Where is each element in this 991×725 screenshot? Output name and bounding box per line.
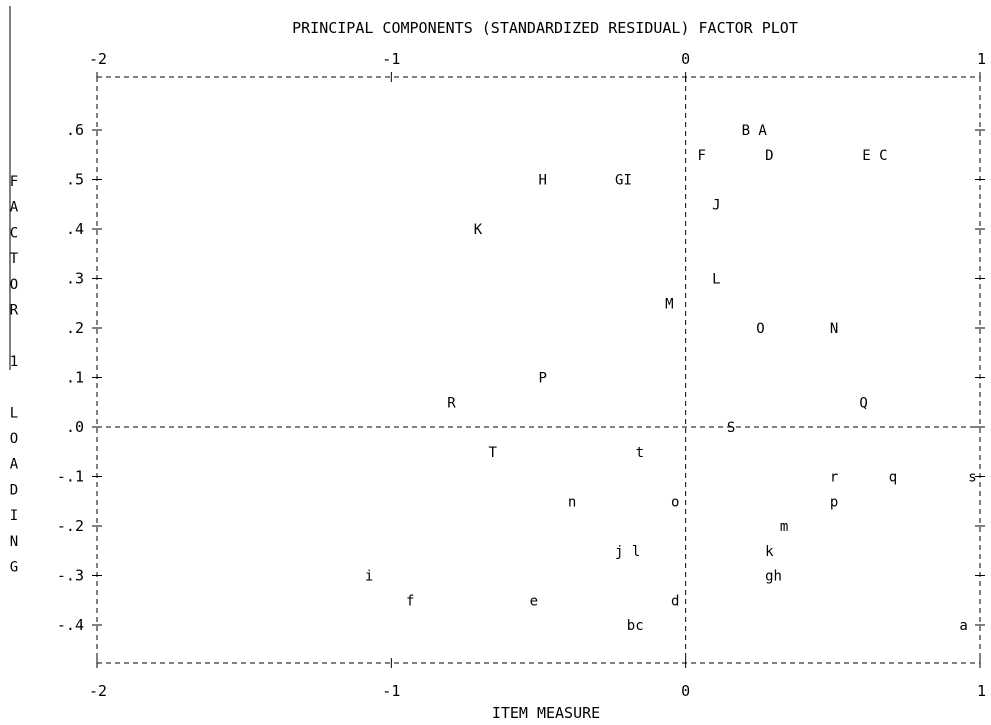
data-point: H — [539, 173, 547, 189]
data-point: t — [636, 445, 644, 461]
y-tick-label: -.1 — [57, 468, 84, 486]
data-point: d — [671, 593, 679, 609]
data-point: D — [765, 148, 773, 164]
x-tick-label-top: -1 — [382, 50, 400, 68]
data-point: gh — [765, 569, 782, 585]
y-axis-label-letter: O — [10, 431, 18, 447]
data-point: E C — [862, 148, 887, 164]
x-tick-label-bottom: 0 — [681, 682, 690, 700]
data-point: k — [765, 544, 774, 560]
y-axis-label-letter: D — [10, 482, 18, 498]
data-point: f — [406, 593, 414, 609]
data-point: GI — [615, 173, 632, 189]
data-point: S — [727, 420, 735, 436]
y-tick-label: -.2 — [57, 517, 84, 535]
y-tick-label: .6 — [66, 121, 84, 139]
x-tick-label-top: 0 — [681, 50, 690, 68]
y-axis-label-letter: F — [10, 174, 18, 190]
y-tick-label: .4 — [66, 220, 84, 238]
x-tick-label-bottom: 1 — [977, 682, 986, 700]
data-point: i — [365, 569, 373, 585]
y-axis-label-letter: R — [10, 303, 19, 319]
data-point: bc — [627, 618, 644, 634]
data-point: q — [889, 470, 897, 486]
data-point: p — [830, 494, 838, 510]
data-point: s — [968, 470, 976, 486]
data-points: B A F D E C H GI J K L M O N P R Q S T t r q s n o p m j l k i gh f e d… — [365, 123, 977, 634]
y-axis-label-letter: C — [10, 225, 18, 241]
y-axis-label-letter: A — [10, 457, 19, 473]
top-x-tick-labels: -2 -1 0 1 — [89, 50, 986, 68]
data-point: T — [488, 445, 497, 461]
y-tick-label: -.3 — [57, 567, 84, 585]
y-axis-label-letter: A — [10, 200, 19, 216]
y-axis-label-letter: I — [10, 508, 18, 524]
data-point: B A — [742, 123, 768, 139]
data-point: J — [712, 197, 720, 213]
data-point: P — [539, 371, 547, 387]
y-tick-label: .2 — [66, 319, 84, 337]
y-axis-label-letter: L — [10, 405, 18, 421]
bottom-x-tick-labels: -2 -1 0 1 — [89, 682, 986, 700]
y-tick-labels: .6 .5 .4 .3 .2 .1 .0 -.1 -.2 -.3 -.4 — [57, 121, 84, 634]
y-tick-label: .0 — [66, 418, 84, 436]
x-tick-label-bottom: -1 — [382, 682, 400, 700]
data-point: Q — [859, 395, 867, 411]
x-axis-label: ITEM MEASURE — [492, 704, 600, 722]
data-point: a — [959, 618, 967, 634]
data-point: N — [830, 321, 838, 337]
x-tick-label-bottom: -2 — [89, 682, 107, 700]
y-tick-label: .1 — [66, 369, 84, 387]
y-tick-label: .5 — [66, 171, 84, 189]
data-point: F — [697, 148, 705, 164]
data-point: e — [530, 593, 538, 609]
y-axis-label-letter: 1 — [10, 354, 18, 370]
data-point: L — [712, 272, 720, 288]
data-point: m — [780, 519, 788, 535]
x-tick-label-top: 1 — [977, 50, 986, 68]
data-point: r — [830, 470, 838, 486]
data-point: j l — [615, 544, 640, 560]
y-axis-label-letter: O — [10, 277, 18, 293]
data-point: n — [568, 494, 576, 510]
y-axis-label-letter: N — [10, 534, 18, 550]
y-axis-label-letter: T — [10, 251, 19, 267]
data-point: o — [671, 494, 679, 510]
data-point: K — [474, 222, 483, 238]
y-tick-label: .3 — [66, 270, 84, 288]
y-axis-label-letter: G — [10, 560, 18, 576]
chart-title: PRINCIPAL COMPONENTS (STANDARDIZED RESID… — [292, 19, 798, 37]
plot-frame — [92, 72, 985, 668]
y-tick-label: -.4 — [57, 616, 84, 634]
x-tick-label-top: -2 — [89, 50, 107, 68]
data-point: R — [447, 395, 456, 411]
data-point: O — [756, 321, 764, 337]
data-point: M — [665, 296, 673, 312]
